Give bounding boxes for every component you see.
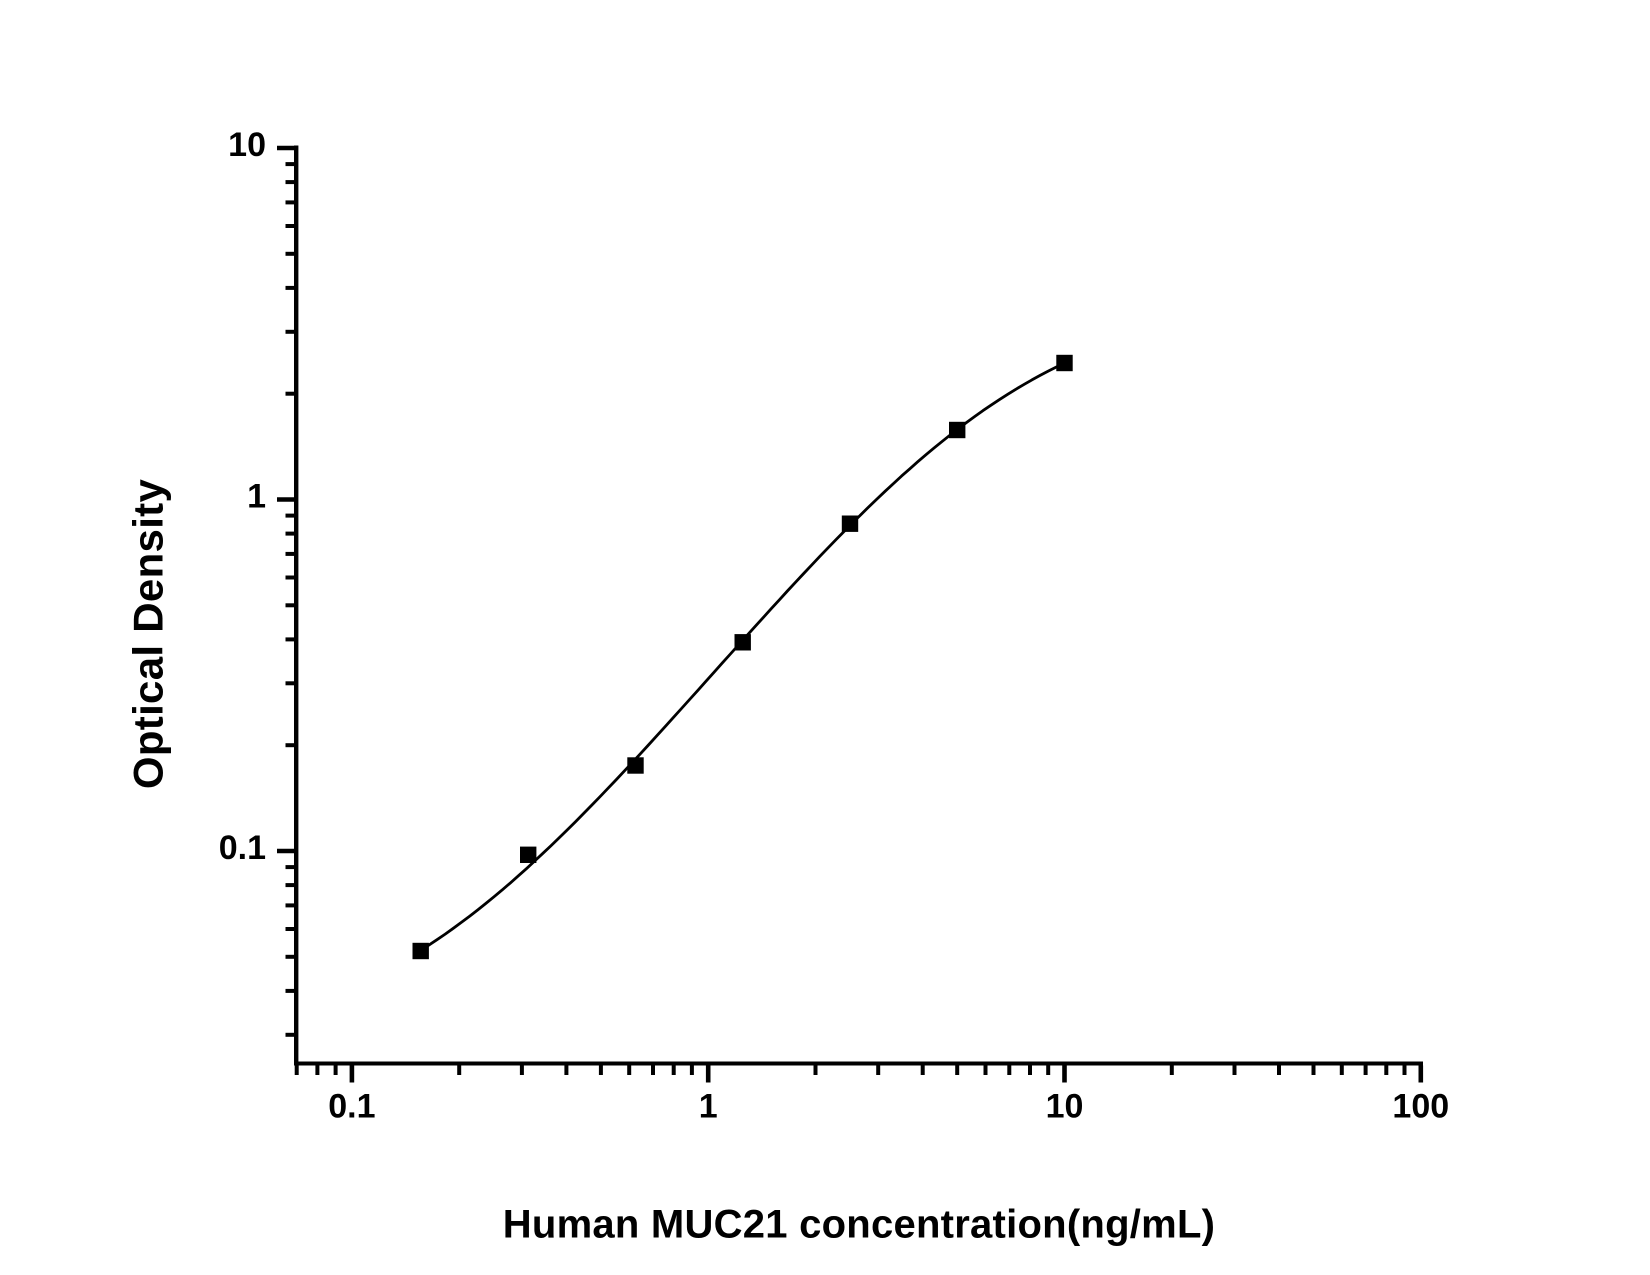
- svg-text:Human MUC21 concentration(ng/m: Human MUC21 concentration(ng/mL): [503, 1203, 1215, 1247]
- svg-text:10: 10: [1046, 1088, 1084, 1126]
- svg-text:1: 1: [247, 477, 266, 515]
- svg-text:100: 100: [1392, 1088, 1449, 1126]
- svg-text:10: 10: [228, 126, 266, 164]
- svg-text:1: 1: [699, 1088, 718, 1126]
- svg-text:0.1: 0.1: [219, 829, 266, 867]
- svg-text:0.1: 0.1: [328, 1088, 375, 1126]
- svg-text:Optical Density: Optical Density: [124, 479, 171, 790]
